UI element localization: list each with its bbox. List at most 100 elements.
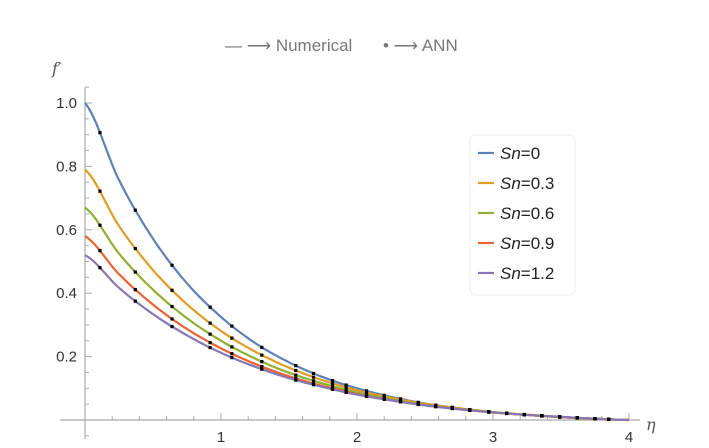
- ann-point: [311, 383, 316, 387]
- ann-point: [330, 381, 335, 385]
- ann-point: [330, 379, 335, 383]
- ann-point: [311, 375, 316, 379]
- ann-point: [364, 394, 369, 398]
- ann-point: [522, 413, 526, 417]
- ann-point: [294, 368, 298, 373]
- ann-point: [133, 270, 137, 274]
- ann-point: [133, 299, 137, 303]
- ann-point: [260, 367, 264, 371]
- ann-point: [260, 353, 264, 357]
- ann-point: [450, 406, 454, 411]
- ann-point: [330, 387, 335, 391]
- ann-point: [607, 417, 611, 421]
- ann-point: [505, 411, 509, 416]
- x-tick-label: 3: [489, 429, 497, 446]
- y-axis-label: f′: [51, 59, 62, 78]
- ann-point: [98, 223, 102, 227]
- y-tick-label: 1.0: [56, 95, 77, 112]
- legend: Sn=0Sn=0.3Sn=0.6Sn=0.9Sn=1.2: [469, 134, 576, 296]
- ann-point: [398, 400, 403, 404]
- legend-entry-0: Sn=0: [500, 144, 540, 163]
- title-numerical: — ⟶ Numerical: [225, 36, 352, 55]
- ann-point: [344, 390, 348, 394]
- x-axis-label: η: [646, 415, 656, 434]
- legend-value: =1.2: [521, 264, 555, 283]
- legend-value: =0.9: [521, 234, 555, 253]
- ann-point: [133, 288, 137, 292]
- ann-point: [260, 365, 264, 369]
- legend-name: Sn: [500, 264, 521, 283]
- ann-point: [208, 346, 212, 350]
- legend-entry-2: Sn=0.6: [500, 204, 554, 223]
- ann-point: [208, 332, 212, 336]
- ann-point: [230, 324, 234, 328]
- x-tick-label: 4: [625, 429, 633, 446]
- ann-point: [170, 304, 174, 309]
- ann-point: [98, 130, 102, 135]
- ann-point: [230, 352, 234, 356]
- ann-point: [170, 324, 174, 329]
- ann-point: [382, 397, 386, 401]
- series-lines: [84, 102, 630, 422]
- legend-name: Sn: [500, 234, 521, 253]
- ann-point: [208, 321, 212, 325]
- x-tick-label: 2: [353, 429, 361, 446]
- y-tick-label: 0.8: [56, 158, 77, 175]
- ann-point: [133, 208, 137, 212]
- ann-point: [208, 305, 212, 309]
- ann-point: [382, 394, 386, 399]
- ann-point: [434, 405, 438, 409]
- ann-point: [170, 263, 174, 267]
- ann-point: [230, 356, 234, 360]
- axes: 1 2 3 4 0.2 0.4 0.6 0.8 1.0: [56, 86, 640, 446]
- ann-markers: [98, 130, 611, 421]
- legend-value: =0.3: [521, 174, 555, 193]
- ann-point: [260, 360, 264, 364]
- ann-point: [170, 317, 174, 321]
- ann-point: [230, 345, 234, 349]
- ann-point: [170, 288, 174, 292]
- ann-point: [98, 249, 102, 253]
- y-tick-label: 0.2: [56, 349, 77, 366]
- ann-point: [344, 383, 348, 387]
- legend-name: Sn: [500, 144, 521, 163]
- chart-title: — ⟶ Numerical • ⟶ ANN: [225, 36, 458, 55]
- y-tick-label: 0.6: [56, 222, 77, 239]
- ann-point: [311, 371, 316, 376]
- ann-point: [294, 376, 298, 381]
- legend-entry-4: Sn=1.2: [500, 264, 554, 283]
- legend-name: Sn: [500, 204, 521, 223]
- x-tick-label: 1: [217, 429, 225, 446]
- ann-point: [330, 384, 335, 388]
- ann-point: [294, 378, 298, 382]
- ann-point: [575, 416, 579, 420]
- legend-entry-3: Sn=0.9: [500, 234, 554, 253]
- legend-box: [469, 134, 576, 296]
- title-ann: • ⟶ ANN: [383, 36, 458, 55]
- ann-point: [364, 390, 369, 395]
- series-line-4: [84, 254, 630, 422]
- ann-point: [208, 341, 212, 345]
- ann-point: [311, 379, 316, 383]
- ann-point: [416, 402, 420, 407]
- legend-name: Sn: [500, 174, 521, 193]
- ann-point: [98, 266, 102, 270]
- ann-point: [344, 385, 348, 389]
- ann-point: [364, 389, 369, 393]
- legend-value: =0.6: [521, 204, 555, 223]
- ann-point: [294, 364, 298, 368]
- legend-value: =0: [521, 144, 540, 163]
- legend-entry-1: Sn=0.3: [500, 174, 554, 193]
- ann-point: [230, 336, 234, 340]
- ann-point: [294, 373, 298, 377]
- ann-point: [98, 189, 102, 193]
- ann-point: [133, 246, 137, 251]
- y-tick-label: 0.4: [56, 285, 77, 302]
- ann-point: [593, 417, 597, 421]
- ann-point: [558, 415, 562, 419]
- ann-point: [487, 410, 491, 414]
- ann-point: [540, 414, 544, 418]
- ann-point: [344, 388, 348, 392]
- ann-point: [468, 408, 472, 412]
